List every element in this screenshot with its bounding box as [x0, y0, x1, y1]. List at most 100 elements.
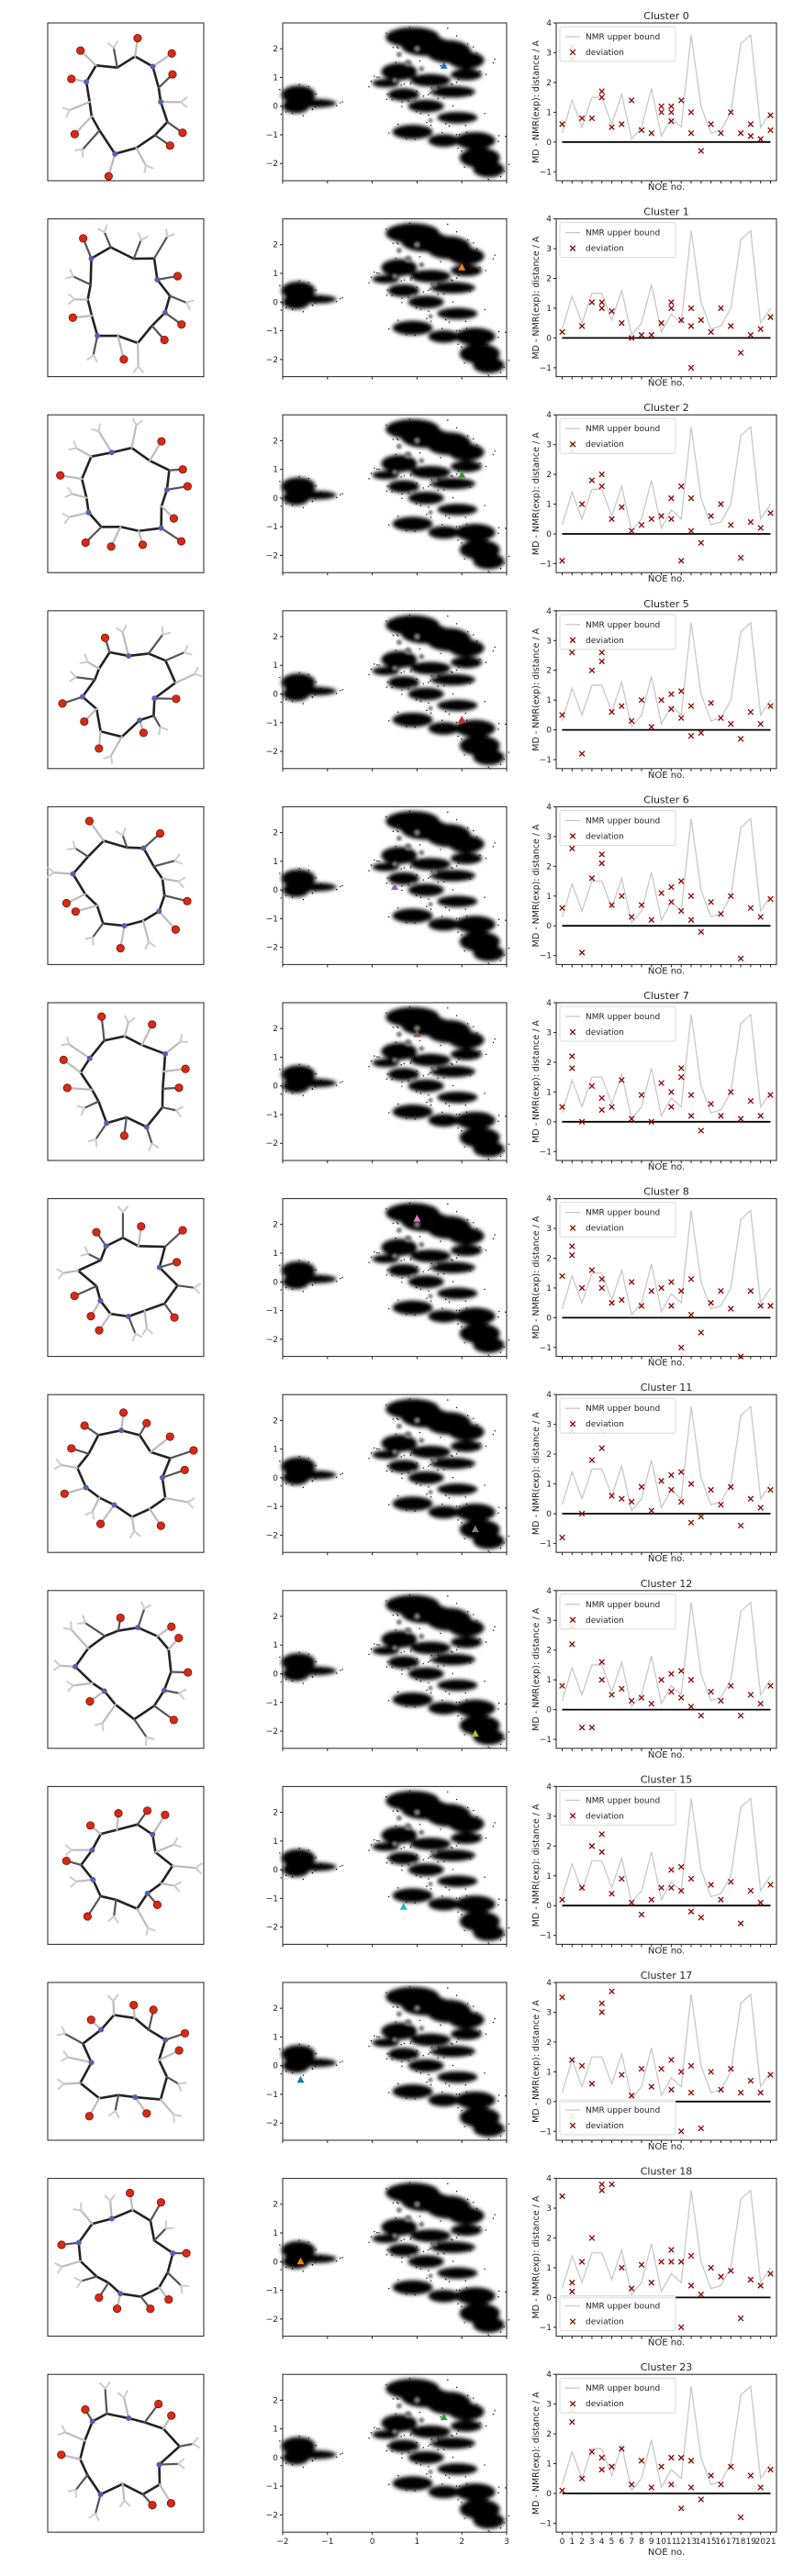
scatter-point: [392, 242, 395, 245]
deviation-point: [658, 696, 665, 704]
scatter-point: [497, 723, 500, 725]
scatter-point: [479, 1246, 481, 1249]
hydrogen-bond: [177, 2082, 183, 2093]
scatter-density: [281, 1065, 316, 1084]
scatter-point: [445, 1120, 447, 1122]
scatter-point: [430, 1888, 432, 1890]
tick-label: 4: [546, 1979, 552, 1988]
tick-label: 0: [273, 298, 278, 307]
scatter-spot: [432, 2437, 438, 2443]
oxygen-atom: [81, 2404, 90, 2415]
deviation-point: [658, 2065, 665, 2072]
scatter-point: [458, 917, 461, 919]
scatter-point: [437, 881, 440, 883]
scatter-point: [341, 1472, 343, 1474]
scatter-point: [498, 166, 501, 169]
deviation-point: [638, 522, 645, 528]
scatter-frame: [282, 1393, 508, 1553]
deviation-point: [687, 527, 695, 535]
scatter-point: [428, 1269, 430, 1271]
scatter-point: [401, 1477, 403, 1480]
scatter-point: [370, 1060, 373, 1062]
oxygen-atom: [167, 1622, 176, 1631]
bond: [152, 257, 159, 282]
scatter-spot: [413, 437, 420, 444]
deviation-point: [747, 133, 754, 139]
deviation-point: [559, 1682, 565, 1689]
hydrogen-bond: [131, 1332, 137, 1342]
scatter-light-spots: [392, 1809, 438, 1887]
bond: [161, 877, 180, 883]
bond: [136, 1892, 149, 1910]
hydrogen-bond: [57, 2078, 65, 2085]
scatter-point: [385, 2383, 387, 2386]
scatter-point: [368, 673, 370, 676]
scatter-sparse-points: [279, 1202, 510, 1358]
scatter-point: [315, 2445, 317, 2447]
scatter-density: [410, 73, 451, 87]
tick-label: 1: [273, 1641, 278, 1650]
deviation-point: [677, 316, 685, 324]
scatter-density: [408, 1471, 444, 1484]
scatter-point: [445, 1707, 447, 1710]
scatter-point: [419, 844, 421, 846]
scatter-point: [315, 494, 317, 495]
hydrogen-bond: [46, 872, 55, 878]
cluster-marker: [296, 2257, 305, 2265]
deviation-point: [757, 1113, 764, 1119]
scatter-point: [457, 343, 459, 346]
bond: [161, 1105, 177, 1112]
oxygen-atom: [119, 1131, 128, 1140]
hydrogen-bond: [99, 2382, 106, 2390]
scatter-point: [307, 85, 310, 88]
molecule-bonds: [76, 1236, 179, 1318]
bond: [162, 1052, 167, 1073]
deviation-point: [569, 1053, 575, 1060]
legend-box: [559, 1202, 676, 1238]
tick-label: 1: [273, 2033, 278, 2042]
scatter-point: [302, 1291, 305, 1293]
tick-label: 4: [546, 999, 552, 1008]
scatter-point: [395, 2021, 396, 2023]
noe-x-axis: NOE no.: [561, 1160, 772, 1172]
deviation-point: [728, 1878, 734, 1885]
scatter-density: [281, 281, 316, 300]
scatter-point: [422, 487, 425, 489]
hydrogen-bond: [62, 1627, 73, 1631]
bond: [154, 1843, 175, 1854]
scatter-point: [486, 1323, 488, 1326]
hydrogen-bond: [65, 108, 72, 118]
deviation-point: [658, 319, 665, 327]
noe-title: Cluster 15: [641, 1773, 693, 1785]
scatter-point: [387, 2483, 390, 2485]
deviation-point: [687, 1676, 695, 1683]
scatter-point: [415, 111, 418, 113]
scatter-point: [451, 2238, 452, 2240]
scatter-point: [484, 308, 486, 311]
nitrogen-atom: [97, 1297, 104, 1304]
scatter-point: [314, 2458, 317, 2459]
bond: [86, 298, 94, 317]
bond: [104, 1629, 120, 1638]
scatter-density: [387, 1656, 419, 1669]
deviation-point: [578, 1118, 586, 1126]
oxygen-atom: [133, 34, 142, 43]
scatter-point: [311, 108, 314, 111]
deviation-point: [718, 2273, 724, 2280]
scatter-point: [314, 1478, 317, 1480]
scatter-point: [479, 854, 481, 856]
scatter-spot: [404, 1627, 412, 1635]
bond: [130, 1516, 136, 1532]
legend-deviation: deviation: [586, 2122, 624, 2131]
scatter-spot: [419, 261, 425, 268]
scatter-point: [440, 2220, 441, 2222]
legend-x-swatch: [569, 1813, 576, 1819]
scatter-density: [430, 1458, 475, 1470]
scatter-cloud: [281, 2182, 505, 2333]
scatter-point: [503, 2326, 505, 2328]
scatter-point: [444, 2474, 447, 2476]
bond: [84, 64, 97, 83]
scatter-point: [484, 1680, 486, 1682]
